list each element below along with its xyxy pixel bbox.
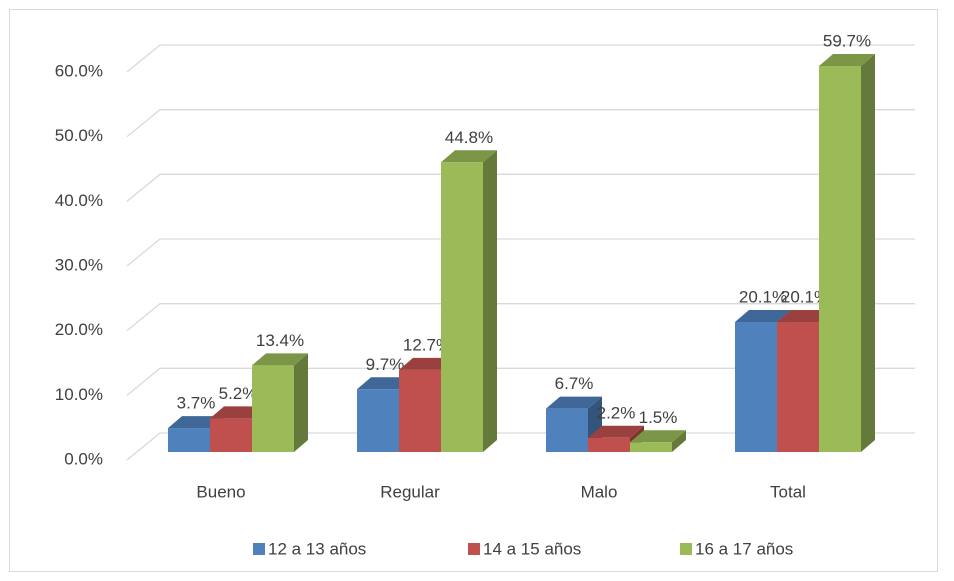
legend-label: 14 a 15 años — [483, 539, 581, 558]
bar-top — [630, 430, 686, 443]
legend-label: 12 a 13 años — [268, 539, 366, 558]
y-tick-label: 50.0% — [55, 126, 103, 145]
bar — [777, 322, 819, 452]
grid-line — [126, 303, 915, 332]
data-label: 13.4% — [256, 331, 304, 350]
bar — [546, 408, 588, 452]
data-label: 20.1% — [739, 288, 787, 307]
bar-top — [252, 353, 308, 366]
data-label: 6.7% — [555, 374, 594, 393]
bar-top — [735, 310, 791, 323]
bar-top — [546, 396, 602, 409]
bar — [588, 437, 630, 452]
data-label: 9.7% — [366, 355, 405, 374]
bar-side — [672, 430, 686, 452]
legend-swatch — [468, 543, 480, 555]
bar — [252, 365, 294, 452]
grid-line — [126, 109, 915, 138]
data-label: 3.7% — [177, 394, 216, 413]
bar — [441, 162, 483, 452]
y-tick-label: 10.0% — [55, 385, 103, 404]
bar-top — [588, 425, 644, 438]
legend-swatch — [253, 543, 265, 555]
bar — [819, 65, 861, 452]
grid-line — [126, 173, 915, 202]
y-tick-label: 0.0% — [64, 449, 103, 468]
bar — [735, 322, 777, 452]
data-label: 20.1% — [781, 288, 829, 307]
bar-top — [441, 150, 497, 163]
bar — [168, 428, 210, 452]
x-tick-label: Malo — [581, 482, 618, 501]
y-tick-label: 40.0% — [55, 191, 103, 210]
grid-line — [126, 238, 915, 267]
data-label: 59.7% — [823, 31, 871, 50]
grid-line — [126, 367, 915, 396]
bar — [357, 389, 399, 452]
bar-side — [294, 353, 308, 452]
data-label: 5.2% — [219, 384, 258, 403]
bar — [210, 418, 252, 452]
bar — [399, 369, 441, 452]
bar — [630, 442, 672, 452]
y-tick-label: 60.0% — [55, 61, 103, 80]
y-tick-label: 20.0% — [55, 320, 103, 339]
data-label: 2.2% — [597, 403, 636, 422]
x-tick-label: Total — [770, 482, 806, 501]
x-tick-label: Bueno — [196, 482, 245, 501]
data-label: 12.7% — [403, 335, 451, 354]
bar-top — [819, 53, 875, 66]
grid-line — [126, 44, 915, 73]
bar-side — [861, 53, 875, 452]
x-tick-label: Regular — [380, 482, 440, 501]
legend-label: 16 a 17 años — [695, 539, 793, 558]
data-label: 1.5% — [639, 408, 678, 427]
legend-swatch — [680, 543, 692, 555]
bar-side — [483, 150, 497, 452]
data-label: 44.8% — [445, 128, 493, 147]
y-tick-label: 30.0% — [55, 255, 103, 274]
